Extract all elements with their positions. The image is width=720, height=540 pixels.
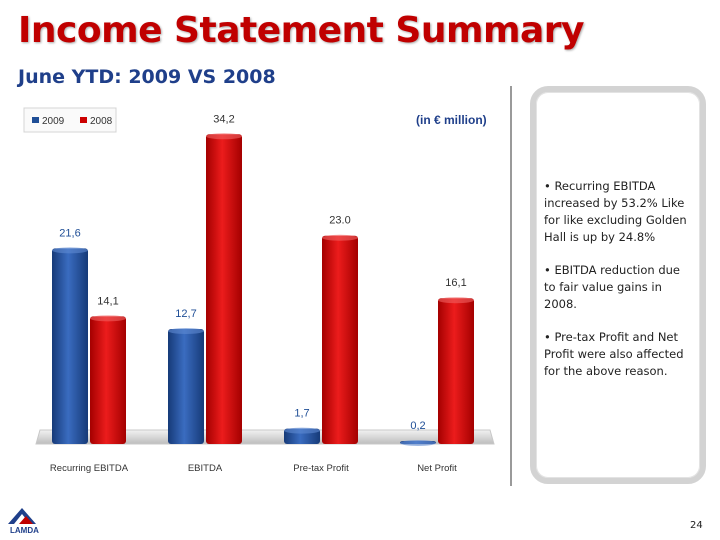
bar-chart: 2009 2008 (in € million) 21,6 14,1 Recurri…: [23, 107, 495, 474]
page-title: Income Statement Summary: [18, 10, 585, 51]
bar-cap: [52, 247, 88, 254]
data-label-2009-2: 1,7: [294, 408, 309, 420]
divider-line: [510, 86, 512, 486]
data-label-2009-1: 12,7: [175, 308, 196, 320]
legend-label-2009: 2009: [42, 116, 65, 127]
category-label-2: Pre-tax Profit: [293, 463, 349, 474]
bar-cap: [90, 315, 126, 322]
bar-2008-recurring-ebitda: [90, 316, 126, 444]
data-label-2009-3: 0,2: [410, 420, 425, 432]
commentary-text: • Recurring EBITDA increased by 53.2% Li…: [544, 178, 694, 396]
legend-swatch-2008: [80, 117, 87, 123]
bar-cap: [322, 234, 358, 241]
bar-2009-recurring-ebitda: [52, 248, 88, 444]
data-label-2008-3: 16,1: [445, 277, 466, 289]
bar-cap: [168, 327, 204, 334]
bar-2008-pre-tax-profit: [322, 235, 358, 444]
logo-text: LAMDA: [10, 526, 39, 535]
data-label-2009-0: 21,6: [59, 227, 80, 239]
page-subtitle: June YTD: 2009 VS 2008: [18, 66, 276, 88]
legend-swatch-2009: [32, 117, 39, 123]
bar-cap: [438, 297, 474, 304]
chart-legend: 2009 2008: [23, 107, 117, 133]
company-logo: LAMDA: [8, 508, 39, 535]
data-label-2008-0: 14,1: [97, 295, 118, 307]
bullet-1: • Recurring EBITDA increased by 53.2% Li…: [544, 179, 687, 244]
legend-label-2008: 2008: [90, 116, 113, 127]
bar-2008-ebitda: [206, 134, 242, 445]
bar-2009-ebitda: [168, 328, 204, 444]
category-label-1: EBITDA: [188, 463, 223, 474]
unit-note: (in € million): [416, 113, 487, 127]
bar-cap: [400, 440, 436, 446]
data-label-2008-1: 34,2: [213, 113, 234, 125]
bullet-3: • Pre-tax Profit and Net Profit were als…: [544, 330, 684, 378]
bar-2008-net-profit: [438, 298, 474, 444]
category-label-3: Net Profit: [417, 463, 457, 474]
chart-bars: 21,6 14,1 Recurring EBITDA 12,7 34,2 EBITDA 1,…: [50, 113, 474, 474]
bar-cap: [206, 133, 242, 140]
commentary-box: [530, 86, 706, 484]
data-label-2008-2: 23.0: [329, 215, 350, 227]
bullet-2: • EBITDA reduction due to fair value gai…: [544, 263, 680, 311]
bar-cap: [284, 427, 320, 434]
page-number: 24: [690, 520, 703, 531]
category-label-0: Recurring EBITDA: [50, 463, 129, 474]
